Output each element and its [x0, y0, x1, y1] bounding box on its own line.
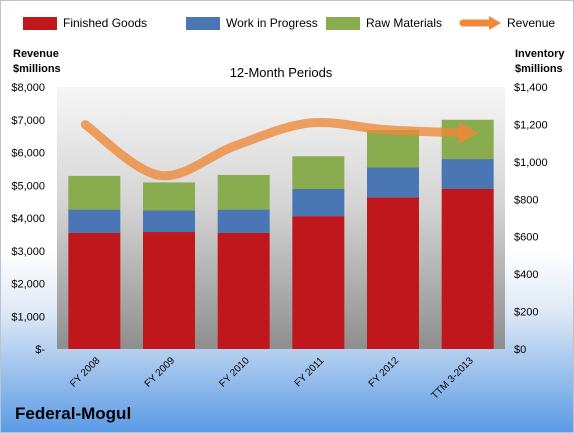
right-tick-label: $1,000	[514, 157, 548, 169]
bar-finished-goods	[367, 197, 419, 349]
bar-raw-materials	[441, 119, 494, 160]
left-tick-label: $4,000	[11, 213, 45, 225]
bar-raw-materials	[367, 130, 419, 168]
legend-label-finished-goods: Finished Goods	[63, 16, 147, 30]
left-tick-label: $-	[35, 344, 45, 356]
right-axis: $0 $200 $400 $600 $800 $1,000 $1,200 $1,400	[514, 82, 548, 356]
legend-label-raw-materials: Raw Materials	[366, 16, 442, 30]
bar-raw-materials	[292, 156, 345, 189]
bar-finished-goods	[68, 232, 121, 349]
bar-raw-materials	[68, 175, 121, 210]
left-tick-label: $5,000	[11, 180, 45, 192]
left-tick-label: $1,000	[11, 311, 45, 323]
right-tick-label: $200	[514, 307, 538, 319]
legend-label-work-in-progress: Work in Progress	[226, 16, 318, 30]
legend-arrow-revenue	[489, 16, 501, 30]
left-tick-label: $7,000	[11, 115, 45, 127]
right-axis-label-line: Inventory	[515, 48, 565, 60]
bar-raw-materials	[217, 174, 270, 210]
legend-swatch-work-in-progress	[186, 17, 220, 30]
right-tick-label: $0	[514, 344, 526, 356]
x-tick-label: FY 2012	[367, 355, 402, 390]
bar-finished-goods	[217, 232, 270, 349]
bar-work-in-progress	[143, 210, 195, 233]
bar-work-in-progress	[292, 188, 345, 217]
right-axis-label: Inventory $millions	[515, 48, 565, 75]
bar-finished-goods	[292, 216, 345, 349]
bar-work-in-progress	[68, 209, 121, 233]
left-axis-label-line: $millions	[13, 63, 61, 75]
left-axis-label: Revenue $millions	[13, 48, 61, 75]
left-tick-label: $6,000	[11, 148, 45, 160]
right-tick-label: $800	[514, 194, 538, 206]
right-tick-label: $400	[514, 269, 538, 281]
chart-title: 12-Month Periods	[230, 65, 333, 80]
x-tick-label: FY 2010	[217, 355, 252, 390]
x-tick-label: TTM 3-2013	[429, 355, 476, 402]
x-axis: FY 2008 FY 2009 FY 2010 FY 2011 FY 2012 TTM 3…	[68, 355, 476, 402]
right-tick-label: $600	[514, 232, 538, 244]
legend-swatch-raw-materials	[326, 17, 360, 30]
left-tick-label: $8,000	[11, 82, 45, 94]
left-tick-label: $3,000	[11, 246, 45, 258]
bar-work-in-progress	[441, 159, 494, 189]
right-axis-label-line: $millions	[515, 63, 563, 75]
x-tick-label: FY 2009	[143, 355, 178, 390]
revenue-line	[80, 117, 466, 181]
bar-work-in-progress	[367, 167, 419, 198]
bar-finished-goods	[143, 232, 195, 349]
legend: Finished Goods Work in Progress Raw Materi…	[23, 16, 555, 30]
left-tick-label: $2,000	[11, 279, 45, 291]
legend-label-revenue: Revenue	[507, 16, 555, 30]
bar-raw-materials	[143, 182, 195, 211]
x-tick-label: FY 2008	[68, 355, 103, 390]
left-axis-label-line: Revenue	[13, 48, 59, 60]
company-name: Federal-Mogul	[15, 404, 132, 423]
bar-work-in-progress	[217, 209, 270, 233]
bars	[68, 119, 494, 349]
right-tick-label: $1,400	[514, 82, 548, 94]
left-axis: $- $1,000 $2,000 $3,000 $4,000 $5,000 $6,000 $7…	[11, 82, 45, 356]
revenue-line-arrowhead	[458, 121, 479, 144]
legend-swatch-finished-goods	[23, 17, 57, 30]
bar-finished-goods	[441, 188, 494, 349]
x-tick-label: FY 2011	[293, 355, 327, 389]
right-tick-label: $1,200	[514, 119, 548, 131]
